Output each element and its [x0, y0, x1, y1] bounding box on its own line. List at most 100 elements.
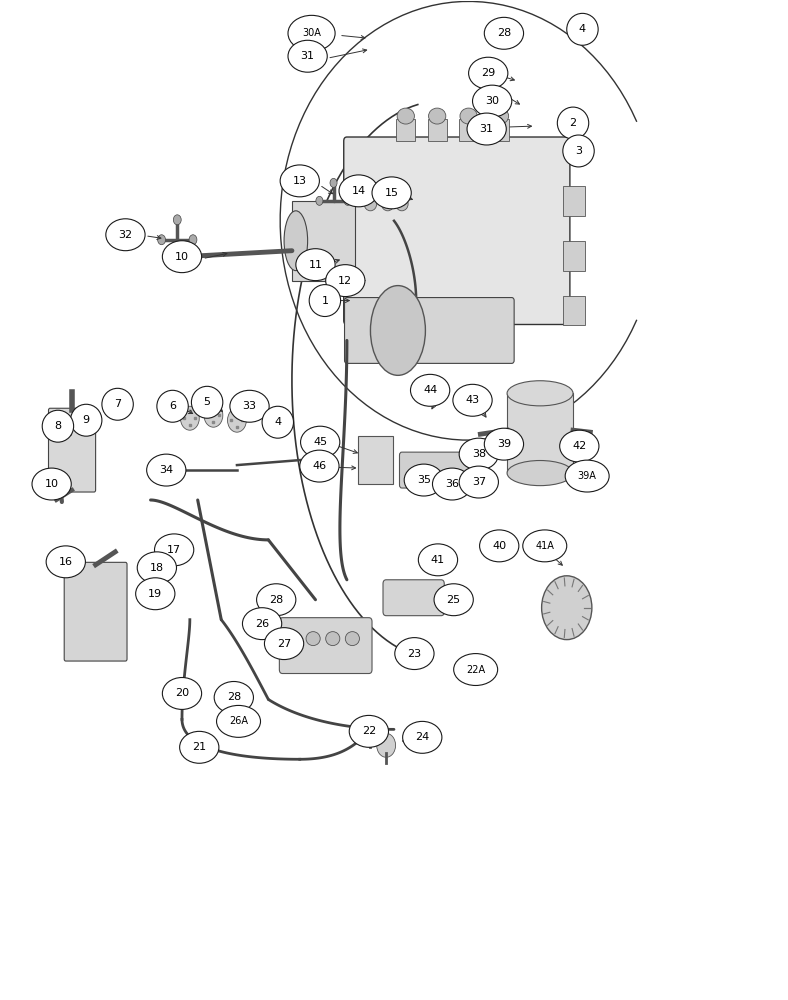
Text: 41A: 41A: [535, 541, 554, 551]
Text: 41: 41: [431, 555, 445, 565]
Ellipse shape: [136, 578, 175, 610]
Ellipse shape: [485, 17, 523, 49]
Text: 34: 34: [159, 465, 173, 475]
Ellipse shape: [288, 40, 327, 72]
Text: 10: 10: [175, 252, 189, 262]
Ellipse shape: [492, 108, 508, 124]
Text: 21: 21: [192, 742, 206, 752]
Text: 35: 35: [417, 475, 431, 485]
Circle shape: [180, 406, 199, 430]
Ellipse shape: [397, 108, 414, 124]
Ellipse shape: [158, 235, 165, 245]
Circle shape: [228, 408, 247, 432]
Ellipse shape: [180, 731, 219, 763]
Ellipse shape: [339, 175, 378, 207]
Ellipse shape: [473, 85, 511, 117]
FancyBboxPatch shape: [383, 580, 444, 616]
FancyBboxPatch shape: [344, 137, 570, 324]
Ellipse shape: [309, 285, 340, 317]
Text: 11: 11: [308, 260, 322, 270]
Ellipse shape: [469, 57, 507, 89]
Text: 45: 45: [313, 437, 327, 447]
FancyBboxPatch shape: [344, 298, 514, 363]
Text: 10: 10: [45, 479, 58, 489]
Text: 19: 19: [148, 589, 162, 599]
Ellipse shape: [567, 13, 598, 45]
Text: 46: 46: [312, 461, 326, 471]
Ellipse shape: [418, 544, 458, 576]
Text: 12: 12: [338, 276, 352, 286]
FancyBboxPatch shape: [400, 452, 471, 488]
Text: 2: 2: [570, 118, 577, 128]
Text: 44: 44: [423, 385, 437, 395]
Ellipse shape: [565, 460, 609, 492]
Text: 9: 9: [83, 415, 90, 425]
Text: 26: 26: [255, 619, 269, 629]
Bar: [396, 119, 415, 141]
Text: 28: 28: [269, 595, 284, 605]
Bar: [563, 296, 585, 325]
Ellipse shape: [281, 165, 319, 197]
Ellipse shape: [162, 678, 202, 709]
Bar: [358, 436, 393, 484]
Ellipse shape: [485, 428, 523, 460]
Ellipse shape: [46, 546, 85, 578]
Circle shape: [541, 576, 592, 640]
Text: 28: 28: [227, 692, 241, 702]
Text: 22A: 22A: [466, 665, 485, 675]
Ellipse shape: [299, 450, 339, 482]
Ellipse shape: [507, 381, 573, 406]
Text: 18: 18: [150, 563, 164, 573]
Ellipse shape: [459, 466, 499, 498]
Text: 22: 22: [362, 726, 376, 736]
Ellipse shape: [173, 215, 181, 225]
Ellipse shape: [403, 721, 442, 753]
Circle shape: [204, 403, 223, 427]
Text: 40: 40: [492, 541, 506, 551]
Ellipse shape: [162, 241, 202, 273]
Text: 28: 28: [496, 28, 511, 38]
Ellipse shape: [411, 374, 450, 406]
Circle shape: [377, 733, 396, 757]
Text: 14: 14: [351, 186, 366, 196]
Ellipse shape: [325, 632, 340, 646]
Ellipse shape: [137, 552, 177, 584]
Bar: [563, 241, 585, 271]
Ellipse shape: [344, 196, 351, 205]
Ellipse shape: [460, 108, 478, 124]
Text: 43: 43: [466, 395, 480, 405]
Ellipse shape: [453, 384, 492, 416]
Text: 1: 1: [322, 296, 329, 306]
Ellipse shape: [522, 530, 567, 562]
Ellipse shape: [349, 715, 388, 747]
Ellipse shape: [257, 584, 296, 616]
FancyBboxPatch shape: [280, 618, 372, 674]
Ellipse shape: [70, 404, 102, 436]
Ellipse shape: [325, 265, 365, 297]
Ellipse shape: [262, 406, 293, 438]
Ellipse shape: [454, 654, 498, 685]
Bar: [507, 393, 573, 473]
Ellipse shape: [395, 638, 434, 670]
Ellipse shape: [288, 15, 335, 51]
Text: 4: 4: [274, 417, 281, 427]
Ellipse shape: [563, 135, 594, 167]
Text: 3: 3: [575, 146, 582, 156]
Ellipse shape: [43, 410, 73, 442]
Text: 16: 16: [59, 557, 72, 567]
Text: 30A: 30A: [302, 28, 321, 38]
Text: 36: 36: [445, 479, 459, 489]
Bar: [459, 119, 478, 141]
Text: 27: 27: [277, 639, 292, 649]
Text: 4: 4: [579, 24, 586, 34]
Ellipse shape: [429, 108, 446, 124]
Ellipse shape: [265, 628, 303, 660]
Ellipse shape: [434, 584, 474, 616]
Ellipse shape: [147, 454, 186, 486]
Ellipse shape: [396, 197, 408, 211]
Ellipse shape: [345, 632, 359, 646]
Text: 39: 39: [497, 439, 511, 449]
Text: 39A: 39A: [578, 471, 597, 481]
Text: 31: 31: [301, 51, 314, 61]
Ellipse shape: [559, 430, 599, 462]
